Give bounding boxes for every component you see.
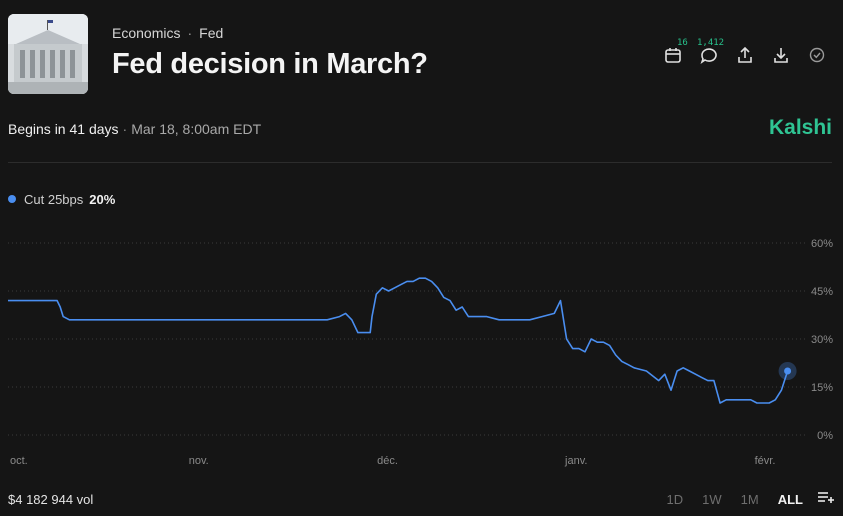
calendar-button[interactable]: [662, 44, 684, 66]
x-tick-label: déc.: [377, 455, 398, 467]
y-tick-label: 0%: [817, 430, 833, 442]
range-1m[interactable]: 1M: [740, 492, 759, 507]
breadcrumb-separator: ·: [187, 25, 193, 41]
series-line: [8, 277, 789, 404]
breadcrumb-category[interactable]: Economics: [112, 25, 181, 41]
range-1d[interactable]: 1D: [666, 492, 684, 507]
x-tick-label: janv.: [564, 455, 587, 467]
y-tick-label: 15%: [811, 382, 833, 394]
y-tick-label: 30%: [811, 334, 833, 346]
divider: [8, 162, 832, 163]
breadcrumb: Economics · Fed: [112, 25, 223, 41]
legend-label: Cut 25bps: [24, 192, 84, 207]
comments-count: 1,412: [697, 38, 725, 48]
event-datetime: Mar 18, 8:00am EDT: [131, 121, 262, 137]
legend-dot-icon: [8, 195, 16, 203]
header-actions: 16 1,412: [0, 38, 843, 72]
range-all[interactable]: ALL: [777, 492, 803, 507]
event-thumbnail: [8, 14, 88, 94]
y-tick-label: 45%: [811, 286, 833, 298]
range-selector: 1D 1W 1M ALL: [648, 490, 835, 509]
chart-options-button[interactable]: [817, 490, 835, 509]
timing-separator: ·: [122, 121, 128, 137]
calendar-icon: [665, 48, 681, 63]
legend-value: 20%: [89, 192, 116, 207]
x-tick-label: nov.: [189, 455, 209, 467]
last-point-marker: [784, 367, 792, 375]
check-circle-icon: [809, 47, 825, 63]
x-tick-label: oct.: [10, 455, 28, 467]
share-icon: [738, 46, 752, 63]
range-1w[interactable]: 1W: [702, 492, 722, 507]
download-button[interactable]: [770, 44, 792, 66]
comments-button[interactable]: [698, 44, 720, 66]
list-add-icon: [818, 492, 834, 503]
y-tick-label: 60%: [811, 238, 833, 250]
volume-label: $4 182 944 vol: [8, 492, 94, 507]
event-timing: Begins in 41 days · Mar 18, 8:00am EDT: [8, 121, 261, 137]
verify-button[interactable]: [806, 44, 828, 66]
comment-icon: [700, 48, 717, 64]
share-button[interactable]: [734, 44, 756, 66]
page-title: Fed decision in March?: [112, 48, 428, 80]
kalshi-logo[interactable]: Kalshi: [768, 116, 832, 139]
breadcrumb-subcategory[interactable]: Fed: [199, 25, 224, 41]
calendar-count: 16: [677, 38, 688, 48]
download-icon: [774, 48, 788, 63]
chart-legend: Cut 25bps 20%: [8, 192, 115, 207]
price-chart[interactable]: 0% 15% 30% 45% 60% oct. nov. déc. janv. févr.: [0, 228, 843, 473]
begins-countdown: Begins in 41 days: [8, 121, 119, 137]
x-tick-label: févr.: [755, 455, 776, 467]
